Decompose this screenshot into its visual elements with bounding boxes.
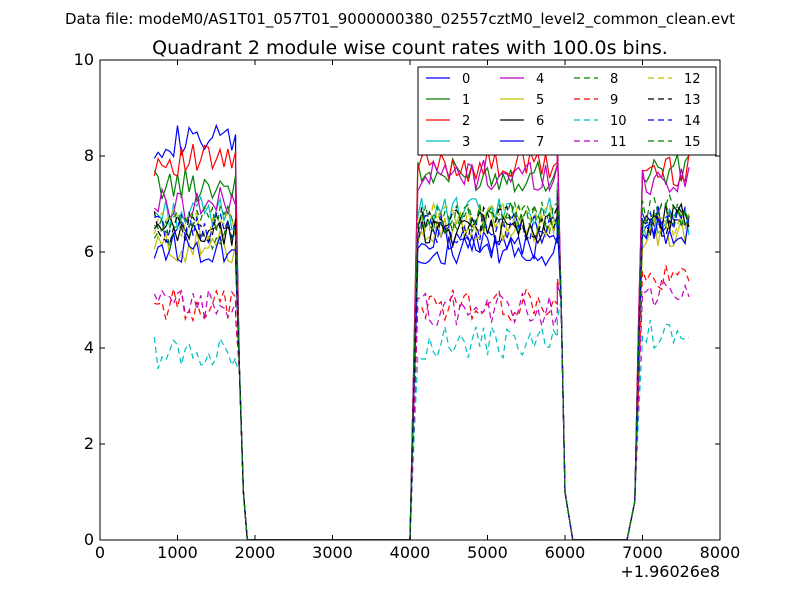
legend-label-6: 6 [536,114,544,129]
x-tick-label: 5000 [467,543,508,562]
legend-label-9: 9 [610,93,618,108]
legend-label-10: 10 [610,114,627,129]
legend-label-4: 4 [536,72,544,87]
y-tick-label: 6 [84,242,94,261]
legend-label-2: 2 [462,114,470,129]
legend-label-13: 13 [684,93,701,108]
legend-box [417,66,717,156]
x-tick-label: 6000 [545,543,586,562]
x-tick-label: 2000 [235,543,276,562]
x-axis: 0 1000 2000 3000 4000 5000 6000 7000 8000 [95,60,740,562]
legend-label-0: 0 [462,72,470,87]
legend-label-8: 8 [610,72,618,87]
x-tick-label: 0 [95,543,105,562]
y-tick-label: 10 [74,50,94,69]
x-tick-label: 8000 [700,543,741,562]
legend-label-12: 12 [684,72,701,87]
legend-label-15: 15 [684,135,701,150]
chart-title: Quadrant 2 module wise count rates with … [152,37,668,59]
figure-suptitle: Data file: modeM0/AS1T01_057T01_90000003… [65,10,735,29]
legend-label-7: 7 [536,135,544,150]
y-tick-label: 4 [84,338,94,357]
x-tick-label: 3000 [312,543,353,562]
legend-label-1: 1 [462,93,470,108]
y-tick-label: 8 [84,146,94,165]
legend-label-5: 5 [536,93,544,108]
x-tick-label: 1000 [157,543,198,562]
series-line-15 [153,187,690,540]
x-tick-label: 4000 [390,543,431,562]
legend-label-11: 11 [610,135,627,150]
y-tick-label: 2 [84,434,94,453]
series-layer [153,123,690,540]
legend-label-3: 3 [462,135,470,150]
x-tick-label: 7000 [622,543,663,562]
x-axis-offset-label: +1.96026e8 [620,562,720,581]
legend-label-14: 14 [684,114,701,129]
y-tick-label: 0 [84,530,94,549]
